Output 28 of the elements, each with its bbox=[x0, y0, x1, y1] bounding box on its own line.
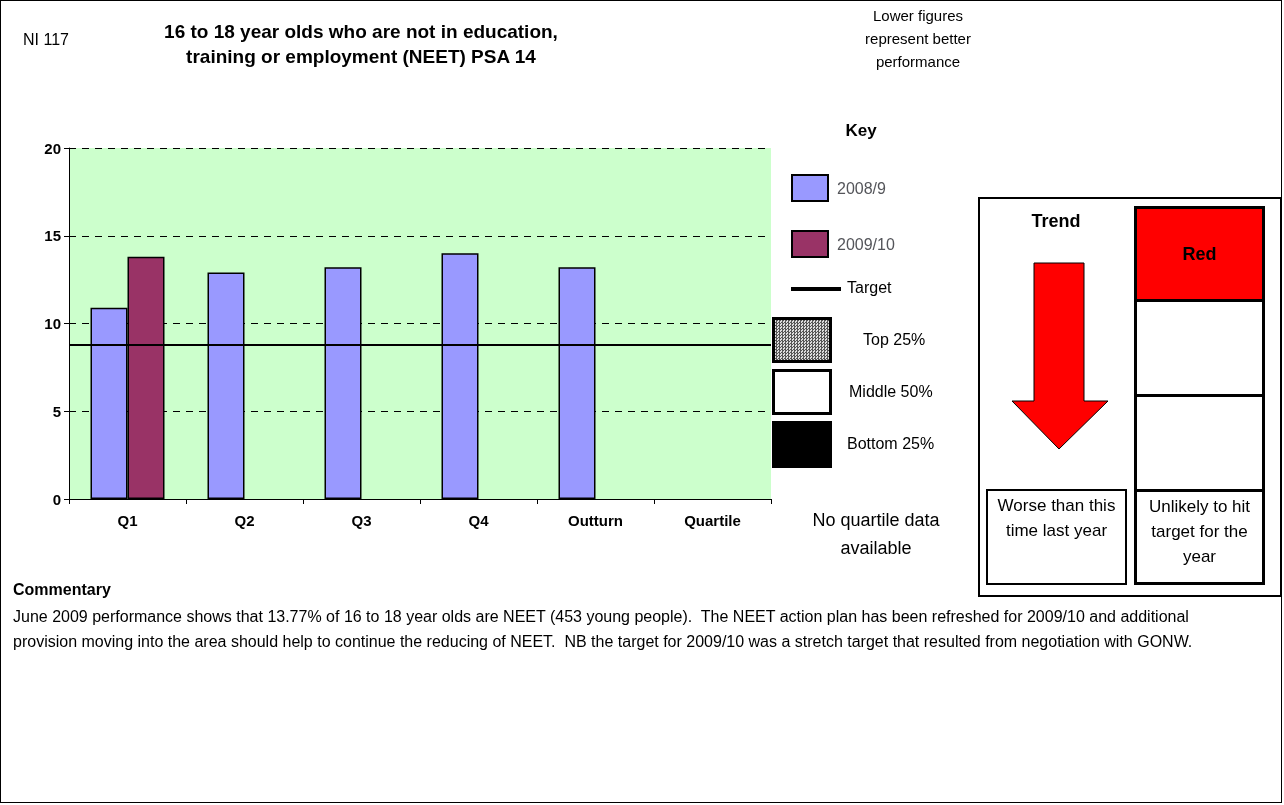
x-tick-label: Outturn bbox=[568, 512, 623, 529]
legend-label: 2008/9 bbox=[837, 179, 887, 197]
x-tick-label: Q2 bbox=[234, 512, 255, 529]
text: June 2009 performance shows that 13.77% of 16 to 18 year olds are NEET (453 young people). The NEET action plan has been refreshed for 2009/10 and additional provision moving into the area should help to continue the reducing of NEET. NB the target for 2009/10 was a stretch target that resulted from negotiation with GONW. bbox=[13, 607, 1194, 652]
text: NI 117 bbox=[23, 31, 69, 49]
chart-title: 16 to 18 year olds who are not in education, training or employment (NEET) PSA 14 bbox=[163, 20, 559, 69]
y-tick-label: 0 bbox=[52, 490, 61, 508]
text: Middle 50% bbox=[849, 383, 933, 401]
text: Commentary bbox=[13, 581, 111, 599]
y-tick-label: 15 bbox=[44, 227, 61, 245]
x-tick-label: Q4 bbox=[468, 512, 490, 529]
text: No quartile data available bbox=[811, 509, 941, 560]
y-tick-label: 20 bbox=[44, 139, 61, 157]
y-tick-label: 5 bbox=[52, 402, 61, 420]
legend-label: Target bbox=[847, 279, 892, 297]
text: Key bbox=[844, 121, 878, 141]
text: Top 25% bbox=[863, 331, 926, 349]
text: Unlikely to hit target for the year bbox=[1134, 489, 1265, 585]
text: Lower figures represent better performance bbox=[864, 6, 972, 72]
legend-label: 2009/10 bbox=[837, 235, 895, 253]
text: Trend bbox=[1030, 211, 1082, 232]
y-tick-label: 10 bbox=[44, 315, 61, 332]
x-tick-label: Quartile bbox=[684, 512, 741, 529]
x-tick-label: Q1 bbox=[117, 512, 138, 529]
text: Worse than this time last year bbox=[986, 489, 1127, 585]
text: Red bbox=[1134, 206, 1265, 302]
text: Bottom 25% bbox=[847, 435, 935, 453]
x-tick-label: Q3 bbox=[351, 512, 372, 529]
